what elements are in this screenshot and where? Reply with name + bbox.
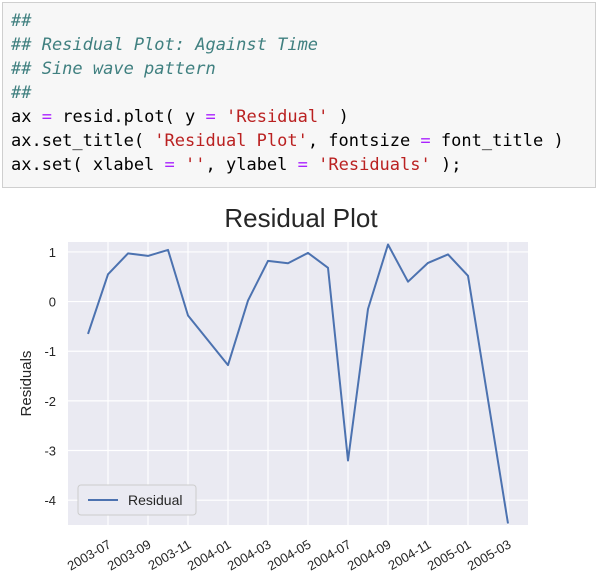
code-line: ## <box>11 9 587 33</box>
y-tick-label: 1 <box>49 245 56 260</box>
x-tick-label: 2003-11 <box>146 537 194 573</box>
code-token: ); <box>430 155 462 175</box>
code-token: = <box>297 155 308 175</box>
code-token: = <box>41 107 52 127</box>
code-line: ax.set( xlabel = '', ylabel = 'Residuals… <box>11 153 587 177</box>
code-token: 'Residual' <box>226 107 329 127</box>
code-token: ax.set_title( <box>11 131 155 151</box>
code-token: ax <box>11 107 42 127</box>
legend: Residual <box>77 484 197 516</box>
code-token: resid.plot( y <box>51 107 206 127</box>
code-line: ax = resid.plot( y = 'Residual' ) <box>11 105 587 129</box>
y-tick-label: 0 <box>49 295 56 310</box>
code-token <box>308 155 318 175</box>
series-line-residual <box>87 243 509 524</box>
code-token: = <box>420 131 431 151</box>
code-token: , fontsize <box>307 131 421 151</box>
code-token: = <box>205 107 216 127</box>
legend-box <box>77 484 197 516</box>
code-token: ax.set( xlabel <box>11 155 165 175</box>
code-token <box>175 155 185 175</box>
code-cell[interactable]: ## ## Residual Plot: Against Time ## Sine … <box>2 2 596 188</box>
x-tick-label: 2003-07 <box>65 537 114 574</box>
residual-chart: Residual Plot 1 0 -1 -2 -3 -4 2003-07 2003-09 20… <box>0 190 600 583</box>
x-tick-label: 2004-01 <box>185 537 234 574</box>
x-tick-label: 2004-09 <box>345 537 394 574</box>
code-token: , ylabel <box>205 155 298 175</box>
code-line: ## Residual Plot: Against Time <box>11 33 587 57</box>
code-token: = <box>164 155 175 175</box>
code-line: ax.set_title( 'Residual Plot', fontsize … <box>11 129 587 153</box>
code-token: ## Residual Plot: Against Time <box>11 35 319 55</box>
legend-label: Residual <box>128 492 182 508</box>
y-tick-label: -2 <box>44 394 56 409</box>
x-tick-label: 2003-09 <box>105 537 154 574</box>
code-token: font_title ) <box>430 131 564 151</box>
code-line: ## <box>11 81 587 105</box>
x-tick-label: 2004-03 <box>225 537 274 574</box>
x-tick-label: 2004-11 <box>386 537 434 573</box>
x-tick-label: 2004-07 <box>305 537 354 574</box>
code-token: 'Residuals' <box>318 155 431 175</box>
code-token: ## <box>11 11 32 31</box>
y-axis-label: Residuals <box>18 351 35 417</box>
code-token: ## Sine wave pattern <box>11 59 216 79</box>
chart-title: Residual Plot <box>224 203 378 233</box>
code-token: '' <box>185 155 206 175</box>
y-tick-label: -4 <box>44 493 56 508</box>
plot-area <box>68 242 528 525</box>
code-token <box>216 107 226 127</box>
code-token: ) <box>328 107 349 127</box>
y-tick-label: -3 <box>44 444 56 459</box>
x-tick-label: 2005-01 <box>425 537 474 574</box>
x-tick-label: 2004-05 <box>265 537 314 574</box>
code-token: ## <box>11 83 32 103</box>
code-token: 'Residual Plot' <box>154 131 308 151</box>
code-line: ## Sine wave pattern <box>11 57 587 81</box>
y-tick-label: -1 <box>44 344 56 359</box>
x-tick-label: 2005-03 <box>465 537 514 574</box>
chart-svg: Residual Plot 10-1-2-3-42003-072003-0920… <box>18 203 528 574</box>
